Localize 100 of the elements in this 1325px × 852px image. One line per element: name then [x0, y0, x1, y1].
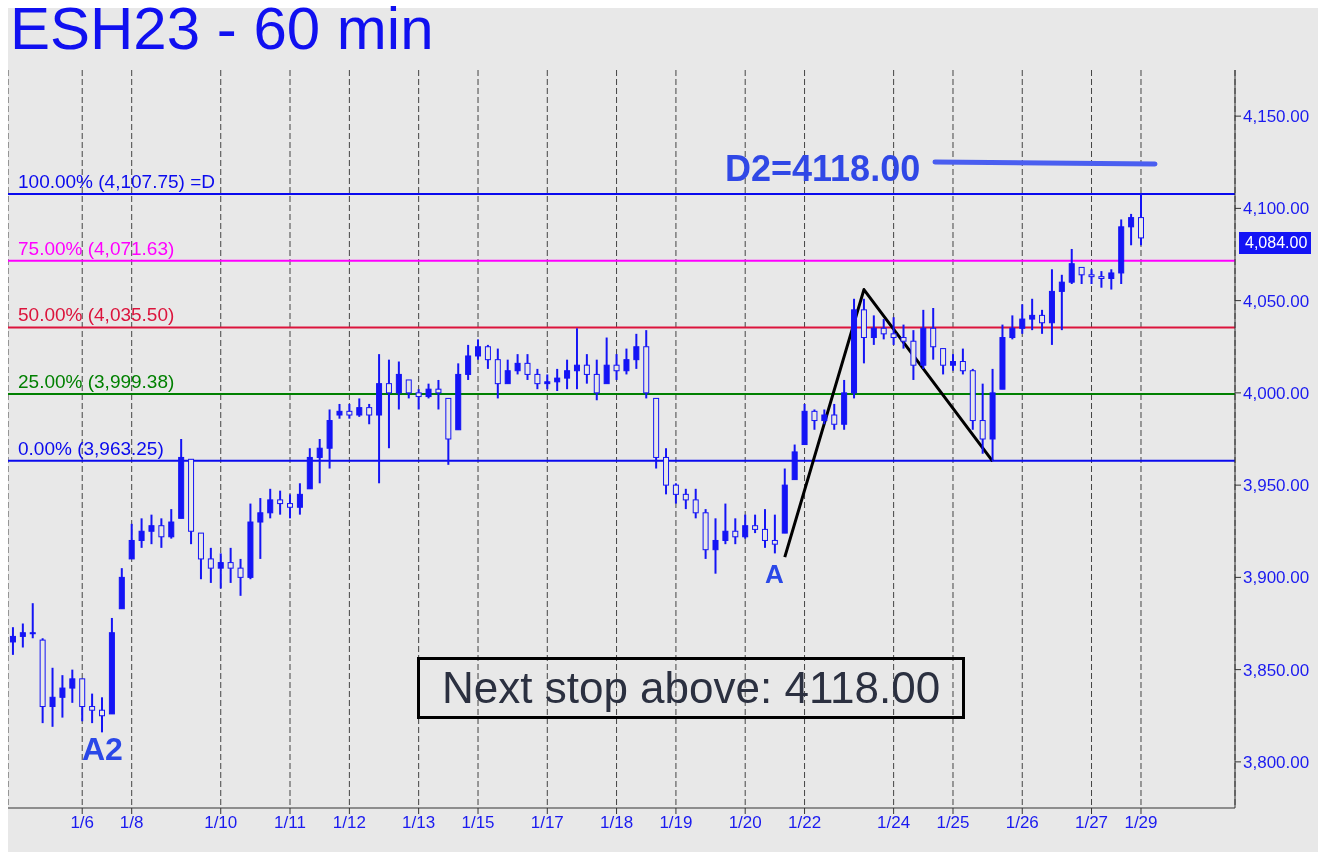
candlestick [49, 666, 56, 728]
candlestick [761, 508, 768, 549]
candlestick [1039, 308, 1046, 335]
candlestick [554, 367, 561, 393]
ref-line-label: 50.00% (4,035.50) [18, 304, 175, 326]
candlestick [930, 307, 937, 361]
candlestick [9, 626, 16, 656]
x-tick-label: 1/10 [204, 813, 238, 833]
candlestick [712, 517, 719, 575]
candlestick [583, 353, 590, 385]
candlestick [959, 347, 966, 376]
annotation: A2 [82, 731, 123, 768]
y-tick-label: 3,850.00 [1243, 660, 1310, 680]
candlestick [633, 332, 640, 370]
candlestick [89, 692, 96, 725]
candlestick [534, 367, 541, 391]
candlestick [128, 522, 135, 560]
candlestick [69, 668, 76, 704]
candlestick [148, 513, 155, 546]
ref-line-label: 25.00% (3,999.38) [18, 371, 175, 393]
candlestick [831, 402, 838, 431]
candlestick [1019, 303, 1026, 335]
candlestick [494, 347, 501, 400]
y-tick-label: 4,000.00 [1243, 383, 1310, 403]
y-tick-label: 3,950.00 [1243, 476, 1310, 496]
candlestick [742, 513, 749, 540]
candlestick [267, 487, 274, 520]
candlestick [524, 353, 531, 381]
candlestick [296, 482, 303, 516]
text: 4,084.00 [1239, 232, 1312, 254]
y-tick-label: 4,100.00 [1243, 199, 1310, 219]
candlestick [1108, 268, 1115, 291]
x-tick-label: 1/26 [1005, 813, 1039, 833]
candlestick [1029, 297, 1036, 332]
candlestick [217, 552, 224, 590]
ref-line-label: 100.00% (4,107.75) =D [18, 171, 215, 193]
x-tick-label: 1/18 [600, 813, 634, 833]
candlestick [99, 696, 105, 734]
x-tick-label: 1/15 [461, 813, 495, 833]
annotation: A [765, 559, 784, 589]
candlestick [672, 482, 679, 505]
candlestick [207, 546, 214, 584]
x-tick-label: 1/24 [877, 813, 911, 833]
candlestick [59, 674, 66, 719]
candlestick [287, 493, 294, 520]
candlestick [385, 358, 392, 450]
candlestick [29, 602, 36, 640]
candlestick [564, 358, 571, 391]
y-tick-label: 3,900.00 [1243, 568, 1310, 588]
x-tick-label: 1/29 [1124, 813, 1158, 833]
x-tick-label: 1/8 [119, 813, 144, 833]
chart-title: ESH23 - 60 min [10, 0, 434, 63]
candlestick [277, 489, 284, 516]
y-tick-label: 3,800.00 [1243, 752, 1310, 772]
x-tick-label: 1/11 [274, 813, 306, 833]
candlestick [227, 546, 234, 584]
candlestick [405, 378, 412, 400]
candlestick [237, 557, 244, 597]
x-tick-label: 1/25 [936, 813, 970, 833]
candlestick [979, 382, 986, 455]
candlestick [158, 517, 165, 549]
candlestick [870, 314, 877, 346]
x-tick-label: 1/19 [659, 813, 693, 833]
candlestick [435, 378, 442, 411]
candlestick [1068, 247, 1075, 286]
candlestick [1058, 273, 1065, 332]
x-tick-label: 1/6 [70, 813, 95, 833]
candlestick [257, 497, 264, 560]
candlestick [19, 622, 26, 649]
candlestick [940, 347, 947, 376]
ref-line-label: 0.00% (3,963.25) [18, 437, 164, 459]
x-tick-label: 1/20 [728, 813, 762, 833]
candlestick [465, 343, 472, 381]
candlestick [573, 327, 580, 391]
candlestick [1128, 212, 1135, 247]
annotation: D2=4118.00 [725, 148, 921, 189]
candlestick [623, 347, 630, 376]
candlestick [415, 388, 422, 411]
candlestick [771, 513, 778, 555]
x-tick-label: 1/27 [1074, 813, 1109, 833]
candlestick [514, 353, 521, 376]
candlestick [722, 502, 729, 546]
candlestick [138, 517, 145, 549]
candlestick [890, 316, 897, 346]
candlestick [732, 517, 739, 546]
x-tick-label: 1/22 [788, 813, 822, 833]
y-tick-label: 4,050.00 [1243, 291, 1310, 311]
candlestick [910, 329, 917, 381]
candlestick [752, 513, 759, 535]
candlestick [692, 487, 699, 520]
x-tick-label: 1/13 [402, 813, 436, 833]
candlestick [475, 338, 482, 361]
candlestick [366, 402, 373, 426]
candlestick [811, 408, 818, 431]
ref-line-label: 75.00% (4,071.63) [18, 237, 175, 259]
candlestick [613, 353, 620, 381]
candlestick [682, 487, 689, 511]
candlestick [593, 358, 600, 402]
candlestick [880, 318, 887, 341]
candlestick [1009, 314, 1016, 341]
